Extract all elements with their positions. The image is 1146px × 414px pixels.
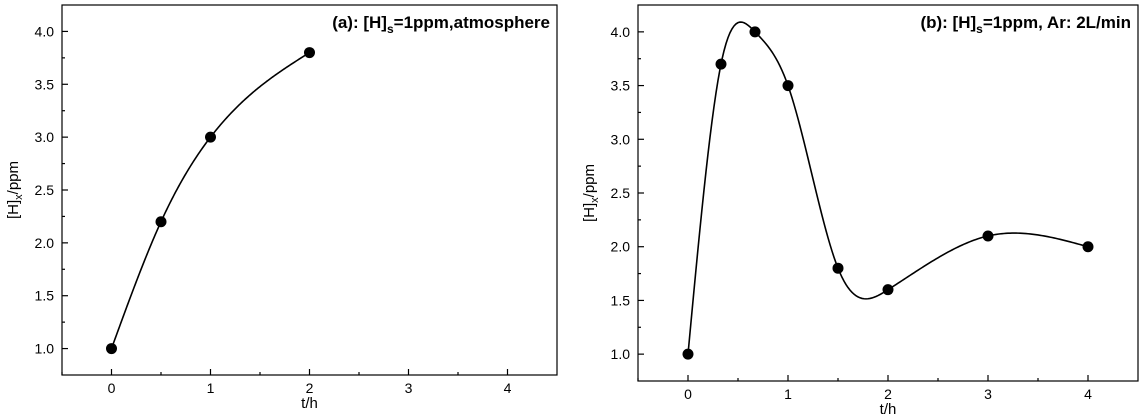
y-tick-label: 3.5 (611, 78, 631, 94)
x-tick-label: 0 (108, 380, 116, 396)
data-point (715, 58, 727, 70)
y-tick-label: 1.0 (611, 346, 631, 362)
y-tick-label: 4.0 (611, 24, 631, 40)
data-point (782, 80, 794, 92)
data-point (106, 343, 117, 355)
data-point (304, 47, 315, 59)
x-tick-label: 1 (207, 380, 215, 396)
y-tick-label: 3.0 (35, 129, 55, 145)
y-tick-label: 1.5 (611, 292, 631, 308)
data-point (832, 262, 844, 274)
panel-title: (b): [H]s=1ppm, Ar: 2L/min (920, 13, 1131, 36)
data-point (205, 131, 216, 143)
panel-b-chart: 0 1 2 3 4 1.0 1.5 2.0 2.5 3.0 3.5 4.0 t/h [H]x/ppm (b)… (581, 4, 1139, 414)
plot-frame (61, 4, 558, 376)
data-point (1082, 241, 1094, 253)
y-axis-title: [H]x/ppm (5, 161, 25, 219)
x-tick-label: 4 (504, 380, 512, 396)
data-point (982, 230, 994, 242)
data-point (749, 26, 761, 38)
y-axis-title: [H]x/ppm (581, 164, 601, 222)
x-tick-label: 2 (884, 386, 892, 402)
y-tick-label: 1.5 (35, 288, 55, 304)
y-tick-label: 2.0 (611, 239, 631, 255)
x-tick-label: 2 (306, 380, 314, 396)
plot-frame (637, 4, 1139, 382)
y-tick-label: 3.0 (611, 131, 631, 147)
panel-a-chart: 0 1 2 3 4 1.0 1.5 2.0 2.5 3.0 3.5 4.0 t/h [H]x/ppm (a)… (5, 4, 558, 412)
series-curve (110, 51, 310, 349)
series-curve (687, 21, 1089, 355)
data-point (882, 284, 894, 296)
x-tick-label: 1 (784, 386, 792, 402)
data-point (682, 348, 694, 360)
x-axis-title: t/h (880, 401, 897, 414)
y-tick-label: 3.5 (35, 76, 55, 92)
y-tick-label: 4.0 (35, 23, 55, 39)
x-tick-label: 0 (684, 386, 692, 402)
x-tick-label: 3 (984, 386, 992, 402)
y-tick-label: 2.5 (611, 185, 631, 201)
x-tick-label: 4 (1084, 386, 1092, 402)
x-axis-title: t/h (301, 395, 318, 412)
x-tick-label: 3 (405, 380, 413, 396)
panel-title: (a): [H]s=1ppm,atmosphere (332, 13, 550, 36)
y-tick-label: 2.0 (35, 235, 55, 251)
y-tick-label: 2.5 (35, 182, 55, 198)
y-tick-label: 1.0 (35, 341, 55, 357)
data-point (155, 216, 167, 228)
